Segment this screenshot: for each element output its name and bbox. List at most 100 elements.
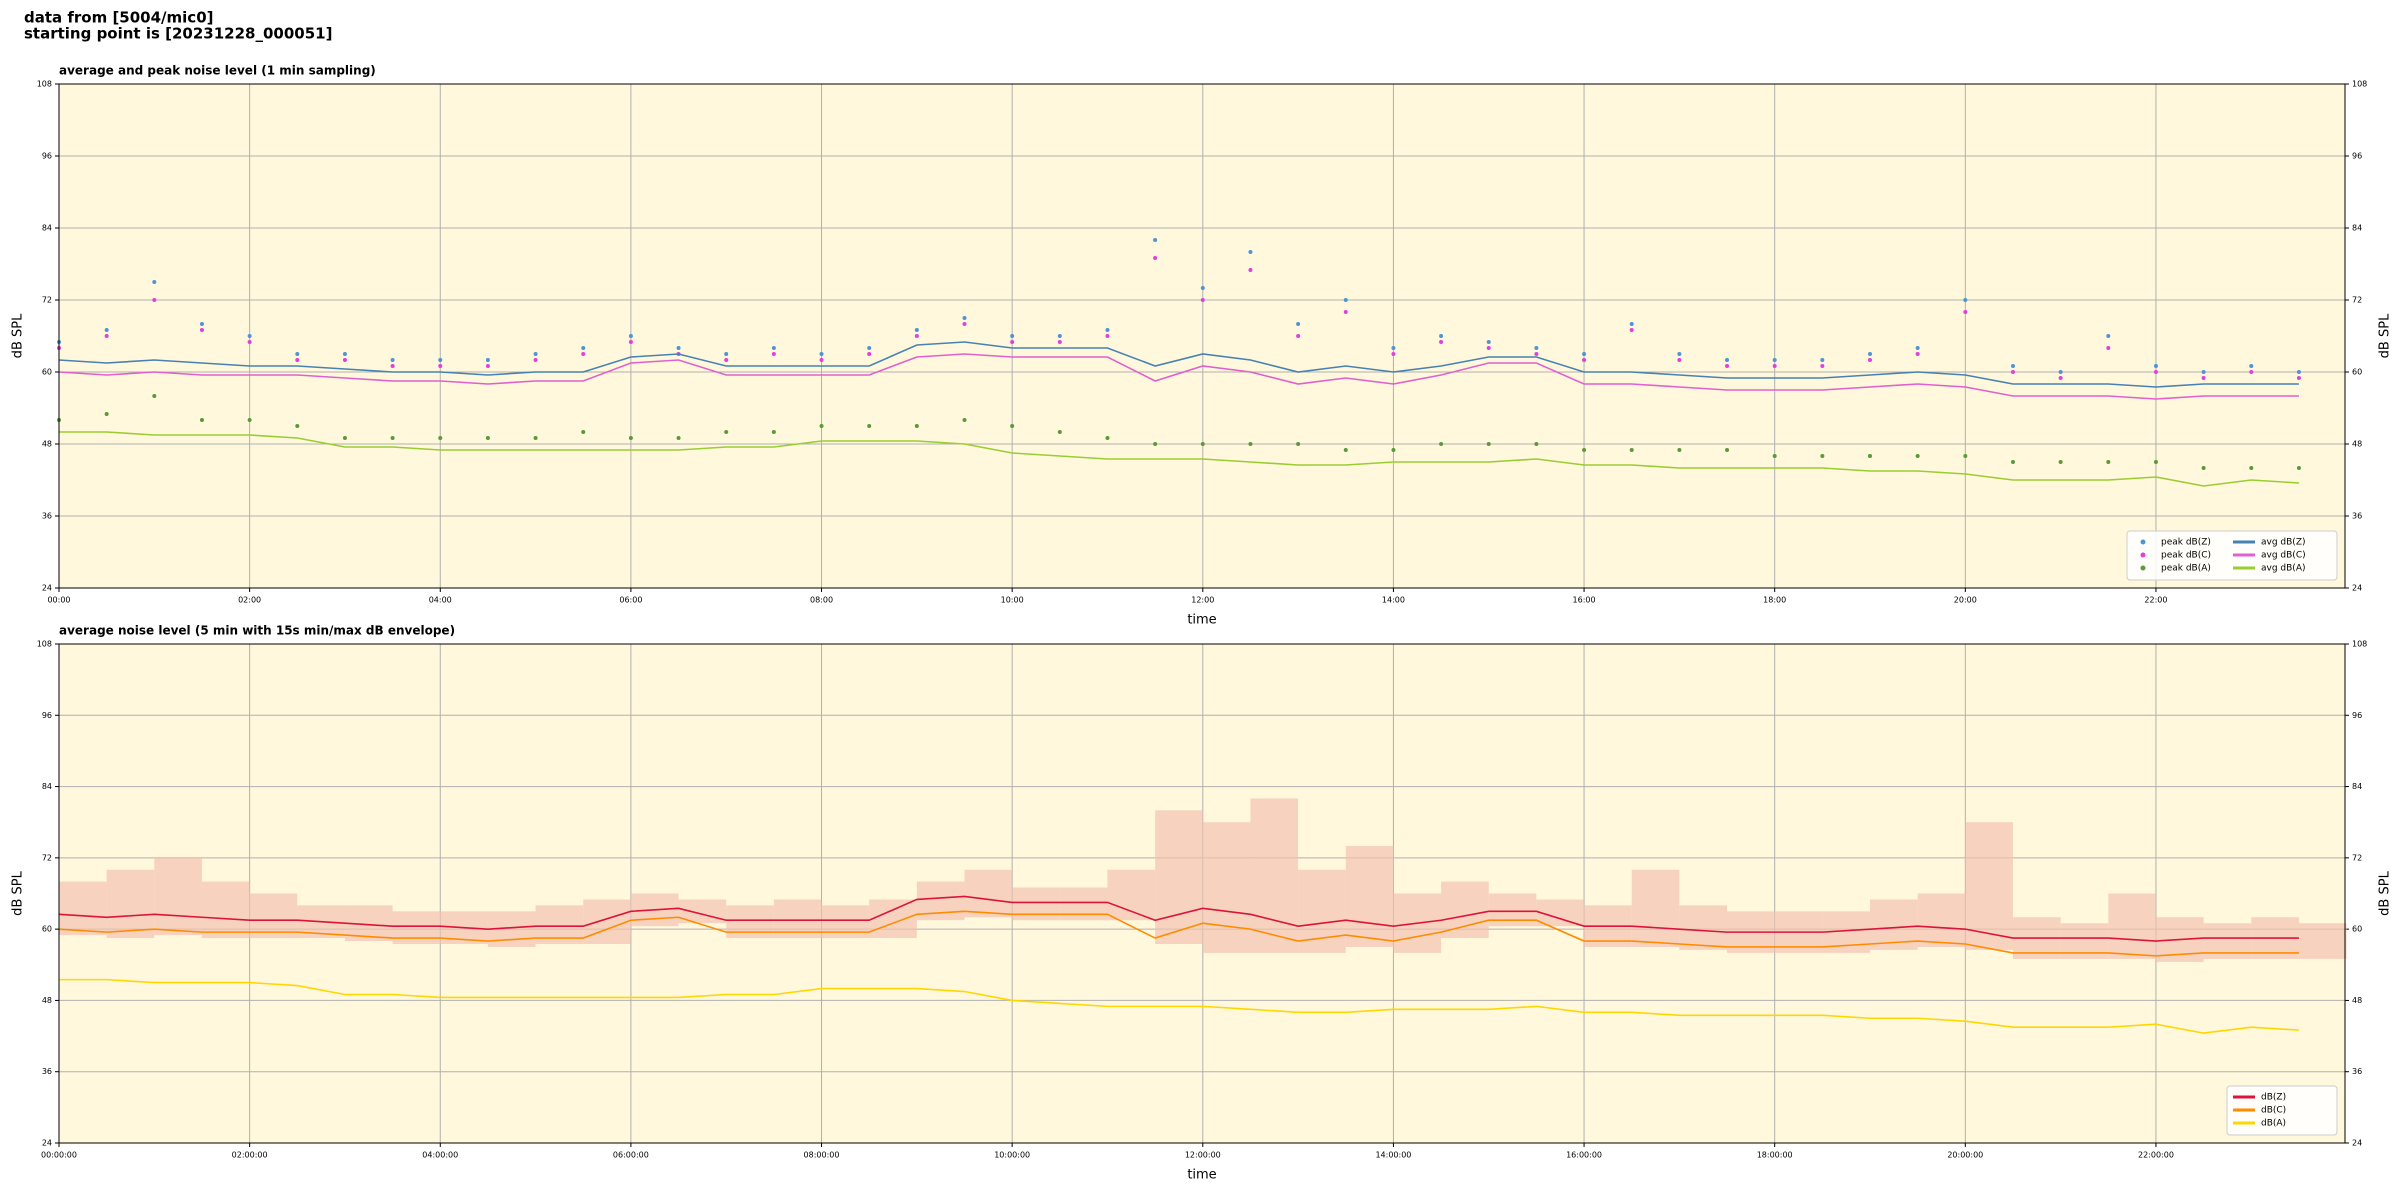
peak-point xyxy=(1820,358,1825,362)
y-tick-label-right: 60 xyxy=(2352,925,2362,934)
peak-point xyxy=(914,424,919,428)
peak-point xyxy=(1534,442,1539,446)
y-tick-label: 48 xyxy=(42,996,52,1005)
x-tick-label: 10:00:00 xyxy=(994,1151,1030,1160)
peak-point xyxy=(1439,334,1444,338)
y-tick-label: 60 xyxy=(42,925,52,934)
peak-point xyxy=(247,340,252,344)
y-tick-label-right: 48 xyxy=(2352,996,2362,1005)
x-tick-label: 08:00:00 xyxy=(804,1151,840,1160)
legend-label: dB(C) xyxy=(2261,1106,2286,1116)
peak-point xyxy=(2249,364,2254,368)
series-line xyxy=(58,910,2299,957)
y-tick-label-right: 24 xyxy=(2352,584,2362,593)
x-tick-label: 06:00 xyxy=(619,596,642,605)
peak-point xyxy=(2106,334,2111,338)
peak-point xyxy=(485,364,490,368)
peak-point xyxy=(1725,364,1730,368)
peak-point xyxy=(1248,250,1253,254)
plot-frame xyxy=(58,83,2346,589)
y-tick-label-right: 48 xyxy=(2352,440,2362,449)
legend-label: dB(A) xyxy=(2261,1119,2286,1129)
peak-point xyxy=(1486,340,1491,344)
y-tick-label-right: 72 xyxy=(2352,296,2362,305)
legend-label: avg dB(Z) xyxy=(2261,538,2306,548)
peak-point xyxy=(676,346,681,350)
peak-point xyxy=(2296,466,2301,470)
y-tick-label: 84 xyxy=(42,224,52,233)
peak-point xyxy=(295,424,300,428)
y-tick-label: 72 xyxy=(42,853,52,862)
peak-point xyxy=(914,328,919,332)
peak-point xyxy=(1772,454,1777,458)
peak-point xyxy=(1200,298,1205,302)
y-tick-label-right: 108 xyxy=(2352,80,2367,89)
peak-point xyxy=(1391,346,1396,350)
peak-point xyxy=(771,352,776,356)
peak-point xyxy=(1486,442,1491,446)
peak-point xyxy=(1820,364,1825,368)
peak-point xyxy=(2058,460,2063,464)
x-tick-label: 12:00:00 xyxy=(1185,1151,1221,1160)
peak-point xyxy=(2153,460,2158,464)
peak-point xyxy=(295,352,300,356)
x-axis-label: time xyxy=(1187,1168,1216,1183)
x-tick-label: 02:00:00 xyxy=(232,1151,268,1160)
peak-point xyxy=(438,436,443,440)
legend-label: avg dB(C) xyxy=(2261,551,2306,561)
peak-point xyxy=(1677,352,1682,356)
peak-point xyxy=(199,418,204,422)
peak-point xyxy=(199,322,204,326)
peak-point xyxy=(724,352,729,356)
y-tick-label-right: 96 xyxy=(2352,152,2362,161)
peak-point xyxy=(2010,364,2015,368)
peak-point xyxy=(152,394,157,398)
x-tick-label: 00:00:00 xyxy=(41,1151,77,1160)
peak-point xyxy=(1915,352,1920,356)
peak-point xyxy=(2249,370,2254,374)
peak-point xyxy=(390,364,395,368)
y-axis-label-right: dB SPL xyxy=(2378,870,2393,915)
x-tick-label: 04:00 xyxy=(429,596,452,605)
peak-point xyxy=(342,436,347,440)
peak-point xyxy=(819,424,824,428)
y-tick-label: 36 xyxy=(42,1067,52,1076)
y-tick-label: 48 xyxy=(42,440,52,449)
x-tick-label: 16:00:00 xyxy=(1566,1151,1602,1160)
peak-point xyxy=(1057,340,1062,344)
y-tick-label-right: 96 xyxy=(2352,711,2362,720)
peak-point xyxy=(1677,358,1682,362)
x-tick-label: 02:00 xyxy=(238,596,261,605)
series-line xyxy=(59,978,2299,1034)
peak-point xyxy=(1582,358,1587,362)
x-tick-label: 22:00:00 xyxy=(2138,1151,2174,1160)
x-tick-label: 14:00:00 xyxy=(1375,1151,1411,1160)
series-line xyxy=(58,341,2299,388)
peak-point xyxy=(819,352,824,356)
y-tick-label-right: 60 xyxy=(2352,368,2362,377)
peak-point xyxy=(1248,268,1253,272)
peak-point xyxy=(1820,454,1825,458)
x-tick-label: 12:00 xyxy=(1191,596,1214,605)
peak-point xyxy=(1200,442,1205,446)
peak-point xyxy=(2201,370,2206,374)
legend-marker xyxy=(2140,552,2146,558)
peak-point xyxy=(533,436,538,440)
header-start: starting point is [20231228_000051] xyxy=(24,25,332,43)
peak-point xyxy=(1248,442,1253,446)
peak-point xyxy=(581,346,586,350)
y-tick-label-right: 36 xyxy=(2352,512,2362,521)
y-axis-label: dB SPL xyxy=(11,313,26,358)
peak-point xyxy=(152,280,157,284)
peak-point xyxy=(1010,340,1015,344)
y-tick-label: 84 xyxy=(42,782,52,791)
peak-point xyxy=(1153,256,1158,260)
peak-point xyxy=(676,436,681,440)
peak-point xyxy=(628,340,633,344)
peak-point xyxy=(962,316,967,320)
peak-point xyxy=(581,352,586,356)
peak-point xyxy=(1296,322,1301,326)
peak-point xyxy=(1534,352,1539,356)
peak-point xyxy=(1343,298,1348,302)
peak-point xyxy=(104,328,109,332)
